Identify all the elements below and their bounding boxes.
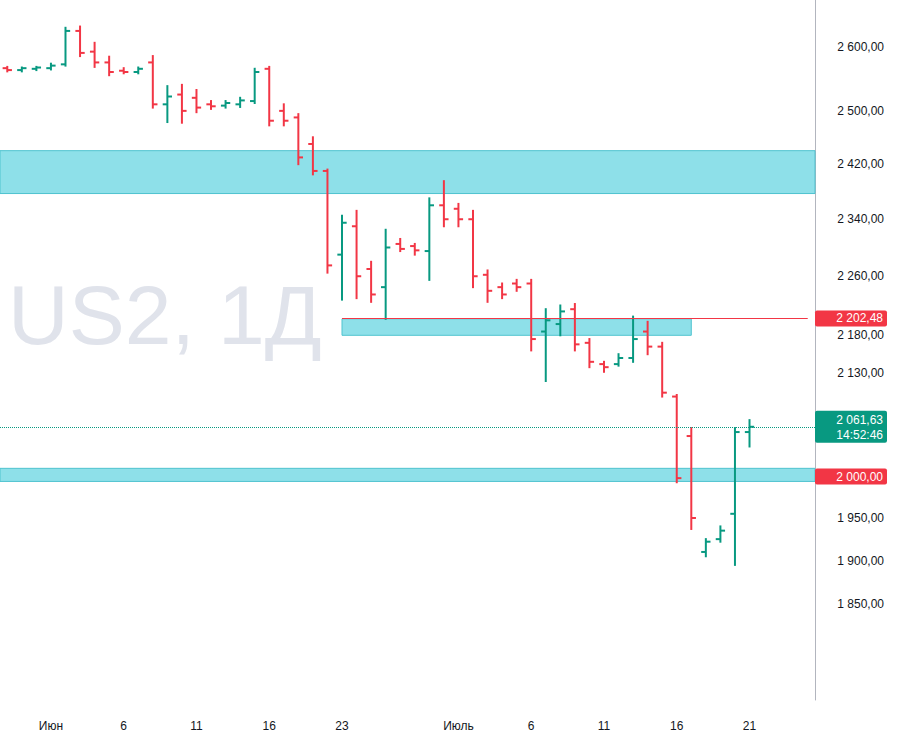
svg-text:2 061,63: 2 061,63 [836,413,883,427]
svg-text:2 600,00: 2 600,00 [837,40,884,54]
svg-text:2 340,00: 2 340,00 [837,212,884,226]
svg-text:2 202,48: 2 202,48 [836,311,883,325]
svg-text:2 420,00: 2 420,00 [837,157,884,171]
svg-text:Июн: Июн [39,719,63,733]
svg-text:1 850,00: 1 850,00 [837,597,884,611]
svg-text:US2, 1Д: US2, 1Д [8,268,322,362]
svg-text:Июль: Июль [443,719,474,733]
svg-text:2 000,00: 2 000,00 [836,470,883,484]
svg-text:1 950,00: 1 950,00 [837,511,884,525]
svg-text:11: 11 [190,719,203,733]
svg-text:1 900,00: 1 900,00 [837,554,884,568]
svg-text:6: 6 [528,719,535,733]
svg-text:2 180,00: 2 180,00 [837,328,884,342]
svg-text:16: 16 [263,719,277,733]
svg-text:21: 21 [743,719,757,733]
svg-text:2 500,00: 2 500,00 [837,104,884,118]
svg-text:14:52:46: 14:52:46 [836,428,883,442]
svg-text:2 130,00: 2 130,00 [837,366,884,380]
svg-text:2 260,00: 2 260,00 [837,269,884,283]
svg-text:23: 23 [335,719,349,733]
svg-text:6: 6 [120,719,127,733]
svg-text:16: 16 [670,719,684,733]
svg-text:11: 11 [598,719,611,733]
